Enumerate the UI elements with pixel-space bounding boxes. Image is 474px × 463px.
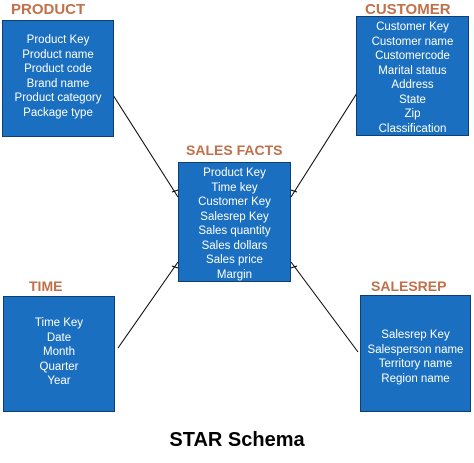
- product-box: Product Key Product name Product code Brand…: [2, 20, 114, 137]
- customer-box: Customer Key Customer name Customercode Mar…: [356, 16, 469, 136]
- field: Sales quantity: [198, 225, 271, 237]
- connector-product-salesfacts: [112, 94, 179, 198]
- time-box: Time Key Date Month Quarter Year: [3, 296, 115, 412]
- sales-facts-box: Product Key Time key Customer Key Salesrep …: [178, 162, 291, 282]
- field: Margin: [216, 268, 253, 281]
- customer-title: CUSTOMER: [365, 1, 451, 18]
- field: Month: [43, 346, 75, 358]
- field: Sales dollars: [201, 239, 268, 252]
- field: State: [399, 93, 426, 106]
- field: Product Key: [203, 167, 266, 179]
- field: Customercode: [375, 50, 450, 62]
- field: Territory name: [378, 358, 453, 370]
- field: Product category: [14, 92, 102, 104]
- product-title: PRODUCT: [11, 1, 86, 18]
- crowfoot-customer: [290, 189, 298, 193]
- field: Product code: [24, 63, 92, 75]
- field: Brand name: [26, 77, 90, 90]
- field: Date: [46, 331, 72, 344]
- field: Quarter: [39, 360, 79, 373]
- field: Time Key: [34, 317, 84, 329]
- field: Package type: [23, 106, 93, 119]
- field: Year: [47, 375, 71, 387]
- field: Product name: [22, 48, 94, 61]
- field: Classification: [378, 122, 447, 135]
- time-title: TIME: [29, 278, 63, 294]
- field: Sales price: [206, 254, 263, 266]
- field: Marital status: [378, 64, 447, 77]
- crowfoot-time: [171, 265, 179, 269]
- field: Zip: [404, 108, 421, 120]
- field: Customer Key: [198, 196, 271, 208]
- field: Salesrep Key: [200, 210, 269, 223]
- connector-salesrep-salesfacts: [290, 261, 359, 353]
- field: Customer name: [371, 35, 454, 48]
- field: Address: [391, 79, 434, 91]
- field: Salesperson name: [367, 343, 464, 356]
- schema-caption: STAR Schema: [169, 429, 305, 451]
- connector-time-salesfacts: [117, 261, 179, 349]
- field: Product Key: [26, 34, 90, 46]
- connector-customer-salesfacts: [290, 92, 358, 198]
- field: Customer Key: [376, 21, 449, 33]
- field: Salesrep Key: [381, 329, 450, 341]
- field: Region name: [381, 372, 450, 385]
- crowfoot-salesrep: [290, 265, 298, 269]
- salesrep-box: Salesrep Key Salesperson name Territory na…: [360, 295, 471, 412]
- sales-facts-title: SALES FACTS: [186, 142, 283, 158]
- field: Time key: [211, 181, 258, 194]
- salesrep-title: SALESREP: [371, 278, 447, 294]
- crowfoot-product: [171, 189, 179, 193]
